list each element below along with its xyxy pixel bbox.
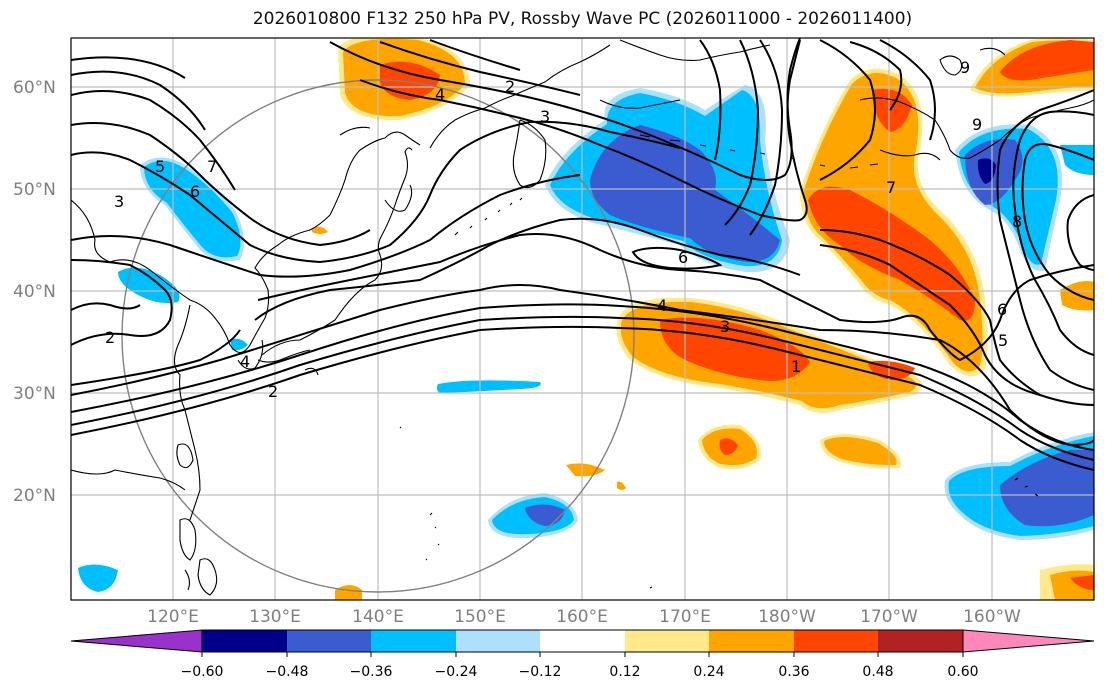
negative-anomaly-hawaii	[944, 432, 1094, 540]
lat-label: 50°N	[13, 180, 56, 200]
contour-label: 8	[1012, 212, 1022, 231]
colorbar-tick-label: 0.48	[862, 664, 893, 680]
colorbar-tick-label: −0.24	[435, 664, 478, 680]
colorbar-tick-label: −0.60	[181, 664, 224, 680]
colorbar: −0.60 −0.48 −0.36 −0.24 −0.12 0.12 0.24 …	[70, 629, 1095, 680]
contour-label: 5	[998, 331, 1008, 350]
map-title: 2026010800 F132 250 hPa PV, Rossby Wave …	[252, 9, 913, 29]
colorbar-tick-label: 0.36	[778, 664, 809, 680]
contour-label: 9	[972, 115, 982, 134]
colorbar-tick-label: −0.48	[266, 664, 309, 680]
contour-label: 4	[657, 296, 667, 315]
reference-circle	[121, 79, 635, 593]
contour-label: 3	[114, 192, 124, 211]
colorbar-ticks	[201, 652, 964, 657]
contour-labels: 2 2 2 3 3 3 4 4 4 5 5 6 6 6 7 7 8 9 9 1	[105, 58, 1022, 401]
lon-label: 120°E	[147, 607, 199, 627]
contour-label: 4	[435, 85, 445, 104]
colorbar-tick-label: 0.24	[693, 664, 724, 680]
gridlines	[71, 38, 1094, 600]
lon-label: 180°W	[758, 607, 816, 627]
coastlines	[71, 39, 1094, 596]
lon-label: 170°E	[659, 607, 711, 627]
contour-label: 7	[207, 157, 217, 176]
colorbar-segment	[371, 630, 456, 652]
contour-label: 3	[720, 317, 730, 336]
positive-anomaly-alaska	[970, 38, 1094, 97]
contour-label: 3	[540, 107, 550, 126]
colorbar-segment	[540, 630, 625, 652]
negative-anomaly-small-blobs	[78, 157, 578, 592]
plot-border	[70, 37, 1095, 601]
latitude-labels: 60°N 50°N 40°N 30°N 20°N	[13, 78, 56, 506]
colorbar-tick-label: −0.36	[350, 664, 393, 680]
lon-label: 130°E	[249, 607, 301, 627]
contour-label: 4	[240, 352, 250, 371]
contour-label: 2	[105, 328, 115, 347]
positive-anomaly-small-blobs	[312, 226, 1094, 600]
colorbar-segment	[878, 630, 963, 652]
lon-label: 160°W	[963, 607, 1021, 627]
lat-label: 30°N	[13, 384, 56, 404]
colorbar-segment	[456, 630, 540, 652]
lon-label: 140°E	[352, 607, 404, 627]
contour-label: 7	[886, 178, 896, 197]
longitude-labels: 120°E 130°E 140°E 150°E 160°E 170°E 180°…	[147, 607, 1021, 627]
lat-label: 20°N	[13, 486, 56, 506]
colorbar-tick-label: −0.12	[519, 664, 562, 680]
colorbar-tick-label: 0.12	[609, 664, 640, 680]
colorbar-segment	[625, 630, 709, 652]
colorbar-segment	[287, 630, 371, 652]
colorbar-frame	[201, 629, 964, 653]
contour-label: 2	[505, 77, 515, 96]
colorbar-segment	[962, 629, 1095, 653]
plot-content: 2 2 2 3 3 3 4 4 4 5 5 6 6 6 7 7 8 9 9 1	[71, 38, 1094, 600]
lon-label: 160°E	[556, 607, 608, 627]
lat-label: 40°N	[13, 282, 56, 302]
contour-label: 2	[268, 382, 278, 401]
contour-label: 5	[155, 157, 165, 176]
contour-label: 6	[190, 182, 200, 201]
pv-contours	[71, 38, 1094, 471]
colorbar-tick-label: 0.60	[947, 664, 978, 680]
lon-label: 150°E	[454, 607, 506, 627]
lon-label: 170°W	[860, 607, 918, 627]
colorbar-segment	[794, 630, 878, 652]
contour-label: 1	[791, 357, 801, 376]
contour-label: 6	[678, 248, 688, 267]
colorbar-segment	[70, 629, 203, 653]
colorbar-segment	[709, 630, 794, 652]
contour-label: 6	[997, 300, 1007, 319]
lat-label: 60°N	[13, 78, 56, 98]
colorbar-segment	[202, 630, 287, 652]
contour-label: 9	[960, 58, 970, 77]
